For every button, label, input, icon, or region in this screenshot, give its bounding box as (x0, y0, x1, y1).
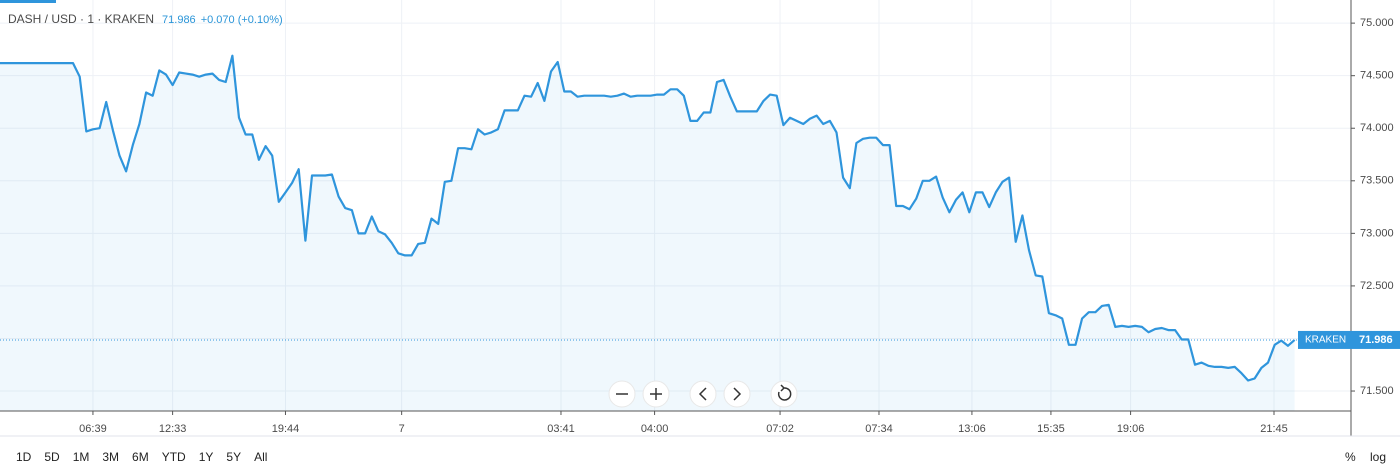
x-tick-label: 7 (399, 423, 405, 435)
range-button[interactable]: 5Y (226, 450, 241, 464)
range-button[interactable]: 5D (44, 450, 60, 464)
toolbar: 1D 5D 1M 3M 6M YTD 1Y 5Y All% log (16, 450, 1386, 464)
range-button[interactable]: 1M (73, 450, 90, 464)
range-button[interactable]: 1D (16, 450, 32, 464)
last-price-box (1298, 330, 1400, 349)
icon (777, 384, 792, 401)
grid (0, 0, 1351, 411)
range-button[interactable]: 1Y (199, 450, 214, 464)
log-toggle[interactable]: log (1370, 450, 1386, 464)
scroll-left-button[interactable] (689, 380, 717, 408)
icon (698, 387, 707, 401)
last-price-exchange: KRAKEN (1305, 335, 1346, 346)
x-tick-label: 19:06 (1117, 423, 1145, 435)
x-tick-label: 12:33 (159, 423, 187, 435)
header-price: 71.986 (162, 14, 196, 26)
y-tick-label: 73.500 (1360, 175, 1394, 187)
y-tick-label: 75.000 (1360, 17, 1394, 29)
range-button[interactable]: 3M (102, 450, 119, 464)
last-price-value: 71.986 (1359, 334, 1393, 346)
plot (0, 54, 1351, 411)
x-tick-label: 21:45 (1260, 423, 1288, 435)
tab-indicator (0, 0, 56, 3)
x-tick-label: 07:02 (766, 423, 794, 435)
y-tick-label: 74.500 (1360, 70, 1394, 82)
range-button[interactable]: YTD (162, 450, 186, 464)
icon (733, 387, 742, 401)
symbol-title: DASH / USD · 1 · KRAKEN (8, 12, 154, 26)
x-tick-label: 04:00 (641, 423, 669, 435)
y-tick-label: 74.000 (1360, 122, 1394, 134)
x-tick-label: 06:39 (79, 423, 107, 435)
nav-controls (608, 380, 798, 408)
range-button[interactable]: All (254, 450, 267, 464)
y-tick-label: 73.000 (1360, 227, 1394, 239)
y-tick-label: 71.500 (1360, 385, 1394, 397)
x-tick-label: 07:34 (865, 423, 893, 435)
x-tick-label: 13:06 (958, 423, 986, 435)
x-tick-label: 03:41 (547, 423, 575, 435)
area-fill (0, 55, 1295, 411)
range-button[interactable]: 6M (132, 450, 149, 464)
y-tick-label: 72.500 (1360, 280, 1394, 292)
x-tick-label: 19:44 (272, 423, 300, 435)
icon (650, 388, 662, 400)
scroll-right-button[interactable] (723, 380, 751, 408)
percent-toggle[interactable]: % (1345, 450, 1356, 464)
price-line (0, 54, 1296, 382)
header-change: +0.070 (+0.10%) (201, 14, 283, 26)
reset-button[interactable] (770, 380, 798, 408)
x-tick-label: 15:35 (1037, 423, 1065, 435)
